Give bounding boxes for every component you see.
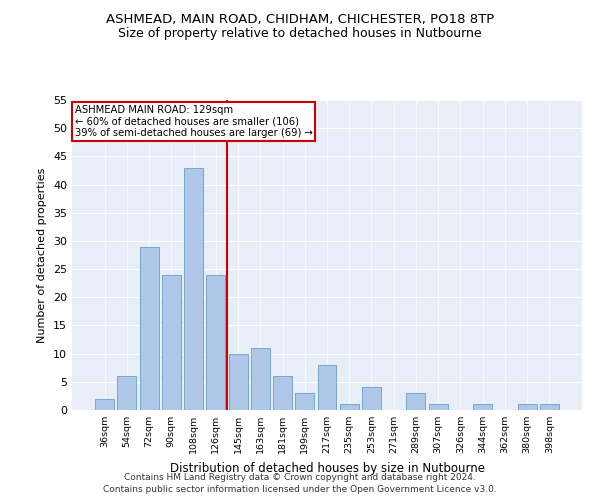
Bar [184, 168, 203, 410]
Text: ASHMEAD, MAIN ROAD, CHIDHAM, CHICHESTER, PO18 8TP: ASHMEAD, MAIN ROAD, CHIDHAM, CHICHESTER,… [106, 12, 494, 26]
Bar [362, 388, 381, 410]
Bar [429, 404, 448, 410]
Text: ASHMEAD MAIN ROAD: 129sqm
← 60% of detached houses are smaller (106)
39% of semi: ASHMEAD MAIN ROAD: 129sqm ← 60% of detac… [74, 104, 313, 138]
Bar [273, 376, 292, 410]
Text: Contains public sector information licensed under the Open Government Licence v3: Contains public sector information licen… [103, 485, 497, 494]
Bar [118, 376, 136, 410]
Bar [473, 404, 492, 410]
Bar [95, 398, 114, 410]
Bar [229, 354, 248, 410]
X-axis label: Distribution of detached houses by size in Nutbourne: Distribution of detached houses by size … [170, 462, 485, 474]
Bar [317, 365, 337, 410]
Bar [162, 274, 181, 410]
Text: Contains HM Land Registry data © Crown copyright and database right 2024.: Contains HM Land Registry data © Crown c… [124, 472, 476, 482]
Bar [295, 393, 314, 410]
Bar [406, 393, 425, 410]
Bar [251, 348, 270, 410]
Text: Size of property relative to detached houses in Nutbourne: Size of property relative to detached ho… [118, 28, 482, 40]
Bar [140, 246, 158, 410]
Bar [340, 404, 359, 410]
Bar [540, 404, 559, 410]
Bar [518, 404, 536, 410]
Y-axis label: Number of detached properties: Number of detached properties [37, 168, 47, 342]
Bar [206, 274, 225, 410]
